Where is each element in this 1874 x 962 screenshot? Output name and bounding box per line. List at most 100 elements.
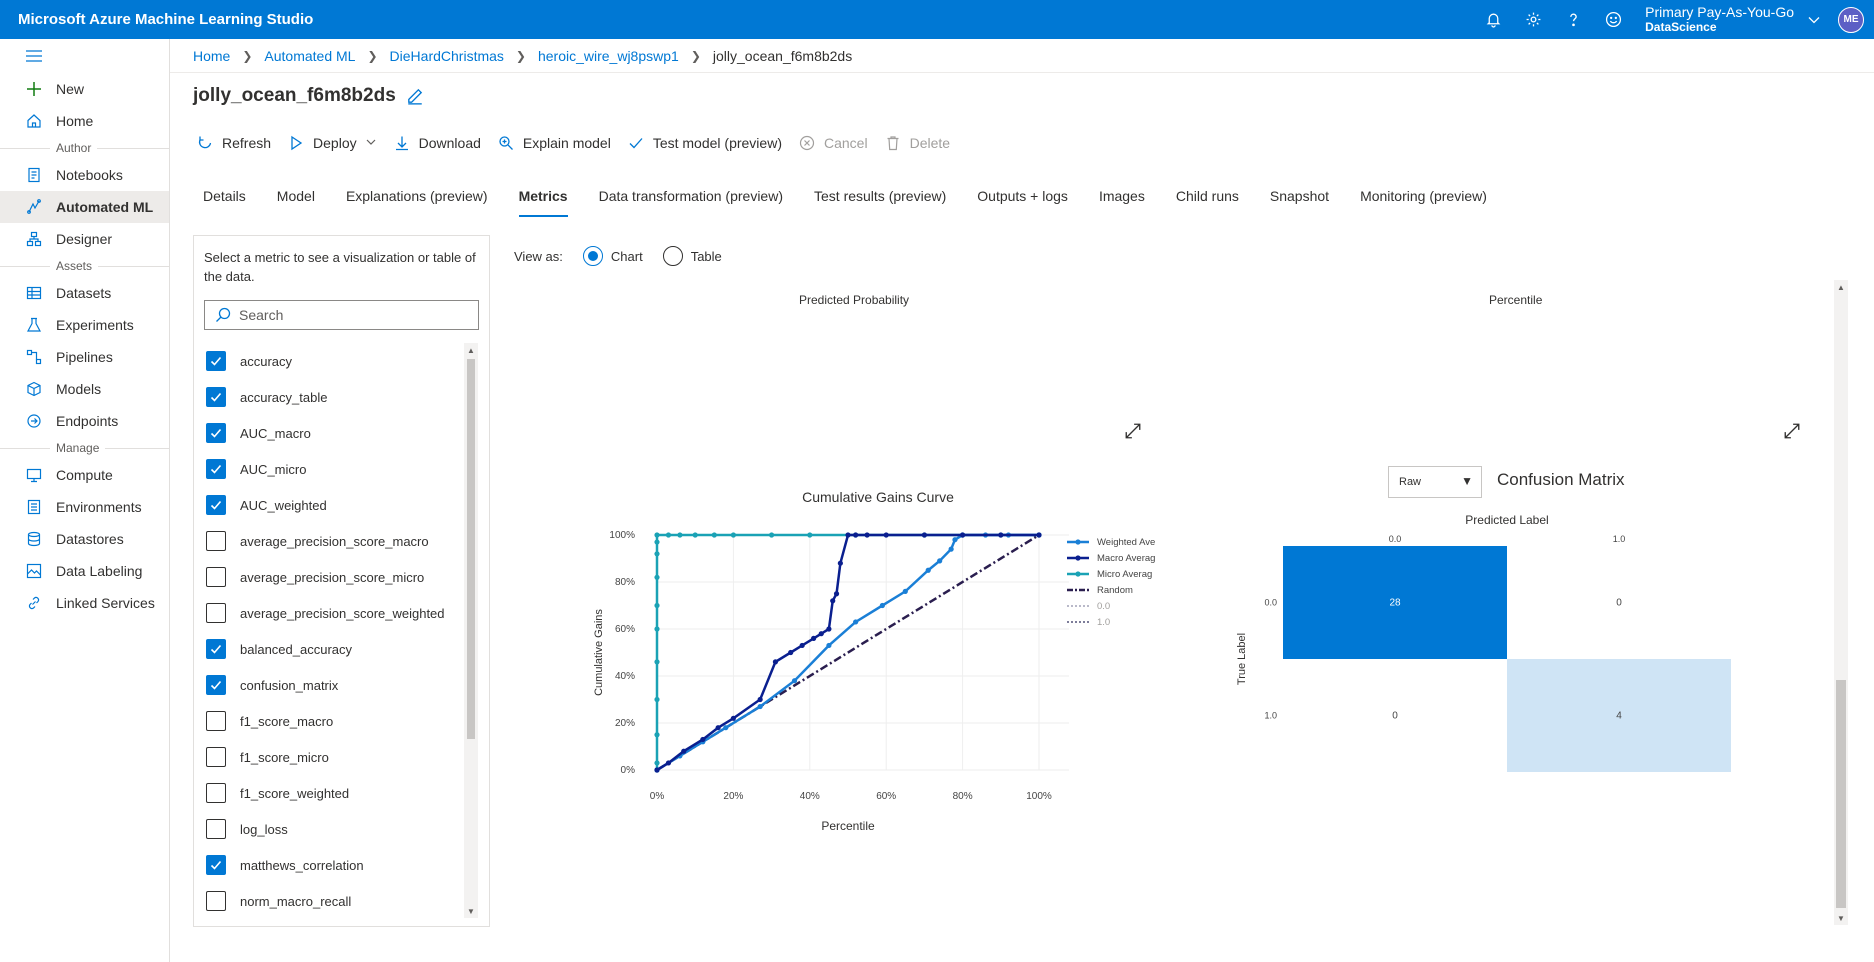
view-as-chart-radio[interactable]: Chart — [582, 246, 643, 266]
tab-explanations[interactable]: Explanations (preview) — [345, 188, 488, 204]
checkbox-checked-icon[interactable] — [206, 675, 226, 695]
legend-entry[interactable]: Macro Averag — [1097, 553, 1155, 564]
checkbox-checked-icon[interactable] — [206, 387, 226, 407]
checkbox-checked-icon[interactable] — [206, 639, 226, 659]
metric-checkbox-item[interactable]: f1_score_micro — [204, 739, 466, 775]
nav-item-pipelines[interactable]: Pipelines — [0, 341, 169, 373]
tab-snapshot[interactable]: Snapshot — [1269, 188, 1330, 204]
nav-item-automated-ml[interactable]: Automated ML — [0, 191, 169, 223]
scroll-up-arrow-icon[interactable]: ▲ — [467, 345, 475, 355]
nav-item-new[interactable]: New — [0, 73, 169, 105]
checkbox-unchecked-icon[interactable] — [206, 531, 226, 551]
nav-item-models[interactable]: Models — [0, 373, 169, 405]
metric-checkbox-item[interactable]: balanced_accuracy — [204, 631, 466, 667]
nav-item-datastores[interactable]: Datastores — [0, 523, 169, 555]
expand-chart-icon[interactable] — [1783, 422, 1801, 440]
metric-checkbox-item[interactable]: average_precision_score_macro — [204, 523, 466, 559]
test-model-button[interactable]: Test model (preview) — [627, 134, 782, 152]
metric-checkbox-item[interactable]: AUC_micro — [204, 451, 466, 487]
breadcrumb-experiment[interactable]: DieHardChristmas — [389, 48, 504, 64]
tab-model[interactable]: Model — [276, 188, 315, 204]
expand-chart-icon[interactable] — [1124, 422, 1142, 440]
tab-child-runs[interactable]: Child runs — [1175, 188, 1239, 204]
cancel-button[interactable]: Cancel — [798, 134, 868, 152]
feedback-smiley-icon[interactable] — [1593, 0, 1633, 39]
metric-checkbox-item[interactable]: AUC_weighted — [204, 487, 466, 523]
download-button[interactable]: Download — [393, 134, 481, 152]
metric-list-scrollbar[interactable]: ▲ ▼ — [464, 343, 478, 918]
checkbox-checked-icon[interactable] — [206, 855, 226, 875]
metric-checkbox-item[interactable]: f1_score_macro — [204, 703, 466, 739]
tab-monitoring[interactable]: Monitoring (preview) — [1360, 188, 1487, 204]
chevron-down-icon[interactable] — [1802, 0, 1826, 39]
tab-images[interactable]: Images — [1098, 188, 1145, 204]
checkbox-unchecked-icon[interactable] — [206, 819, 226, 839]
legend-entry[interactable]: Weighted Ave — [1097, 537, 1155, 548]
nav-item-datasets[interactable]: Datasets — [0, 277, 169, 309]
checkbox-unchecked-icon[interactable] — [206, 711, 226, 731]
legend-entry[interactable]: Micro Averag — [1097, 569, 1152, 580]
checkbox-checked-icon[interactable] — [206, 495, 226, 515]
nav-item-designer[interactable]: Designer — [0, 223, 169, 255]
metric-checkbox-item[interactable]: norm_macro_recall — [204, 883, 466, 913]
deploy-button[interactable]: Deploy — [287, 134, 377, 152]
checkbox-unchecked-icon[interactable] — [206, 567, 226, 587]
matrix-cell[interactable] — [1507, 659, 1731, 772]
app-title[interactable]: Microsoft Azure Machine Learning Studio — [18, 11, 314, 28]
explain-model-button[interactable]: Explain model — [497, 134, 611, 152]
metric-checkbox-item[interactable]: accuracy_table — [204, 379, 466, 415]
breadcrumb-home[interactable]: Home — [193, 48, 231, 64]
chart-area-scrollbar[interactable]: ▲ ▼ — [1834, 280, 1848, 925]
matrix-cell[interactable] — [1283, 546, 1507, 659]
nav-item-compute[interactable]: Compute — [0, 459, 169, 491]
matrix-cell[interactable] — [1507, 546, 1731, 659]
scrollbar-thumb[interactable] — [1836, 680, 1846, 908]
tab-test-results[interactable]: Test results (preview) — [814, 188, 947, 204]
metric-checkbox-item[interactable]: AUC_macro — [204, 415, 466, 451]
delete-button[interactable]: Delete — [884, 134, 950, 152]
metric-checkbox-item[interactable]: log_loss — [204, 811, 466, 847]
checkbox-unchecked-icon[interactable] — [206, 603, 226, 623]
notification-bell-icon[interactable] — [1473, 0, 1513, 39]
matrix-cell[interactable] — [1283, 659, 1507, 772]
legend-entry[interactable]: Random — [1097, 585, 1133, 596]
scroll-up-arrow-icon[interactable]: ▲ — [1837, 282, 1845, 292]
confusion-matrix-chart[interactable]: Predicted Label True Label 0.0 1.0 0.0 1.0 28 0… — [1225, 510, 1815, 870]
account-info[interactable]: Primary Pay-As-You-Go DataScience — [1645, 4, 1794, 35]
scrollbar-thumb[interactable] — [467, 359, 475, 739]
nav-item-linked-services[interactable]: Linked Services — [0, 587, 169, 619]
metric-checkbox-item[interactable]: average_precision_score_micro — [204, 559, 466, 595]
metric-search-input[interactable] — [239, 307, 469, 323]
checkbox-checked-icon[interactable] — [206, 459, 226, 479]
metric-checkbox-item[interactable]: f1_score_weighted — [204, 775, 466, 811]
scroll-down-arrow-icon[interactable]: ▼ — [1837, 913, 1845, 923]
checkbox-unchecked-icon[interactable] — [206, 783, 226, 803]
breadcrumb-automated-ml[interactable]: Automated ML — [264, 48, 356, 64]
metric-search-box[interactable] — [204, 300, 479, 330]
metric-checkbox-item[interactable]: average_precision_score_weighted — [204, 595, 466, 631]
cumulative-gains-chart[interactable]: Cumulative Gains Curve 0% 0% 20% 20% 40% 40% 60… — [567, 490, 1267, 900]
checkbox-unchecked-icon[interactable] — [206, 747, 226, 767]
tab-data-transformation[interactable]: Data transformation (preview) — [598, 188, 783, 204]
tab-details[interactable]: Details — [203, 188, 246, 204]
legend-entry[interactable]: 1.0 — [1097, 617, 1110, 628]
nav-item-environments[interactable]: Environments — [0, 491, 169, 523]
nav-item-endpoints[interactable]: Endpoints — [0, 405, 169, 437]
settings-gear-icon[interactable] — [1513, 0, 1553, 39]
metric-checkbox-item[interactable]: matthews_correlation — [204, 847, 466, 883]
confusion-matrix-mode-select[interactable]: Raw ▼ — [1388, 466, 1482, 498]
nav-item-experiments[interactable]: Experiments — [0, 309, 169, 341]
checkbox-unchecked-icon[interactable] — [206, 891, 226, 911]
tab-metrics[interactable]: Metrics — [518, 184, 568, 220]
refresh-button[interactable]: Refresh — [196, 134, 271, 152]
help-question-icon[interactable] — [1553, 0, 1593, 39]
legend-entry[interactable]: 0.0 — [1097, 601, 1110, 612]
scroll-down-arrow-icon[interactable]: ▼ — [467, 906, 475, 916]
view-as-table-radio[interactable]: Table — [662, 246, 722, 266]
metric-checkbox-item[interactable]: confusion_matrix — [204, 667, 466, 703]
checkbox-checked-icon[interactable] — [206, 423, 226, 443]
nav-item-home[interactable]: Home — [0, 105, 169, 137]
checkbox-checked-icon[interactable] — [206, 351, 226, 371]
edit-pencil-icon[interactable] — [406, 87, 424, 105]
nav-item-notebooks[interactable]: Notebooks — [0, 159, 169, 191]
